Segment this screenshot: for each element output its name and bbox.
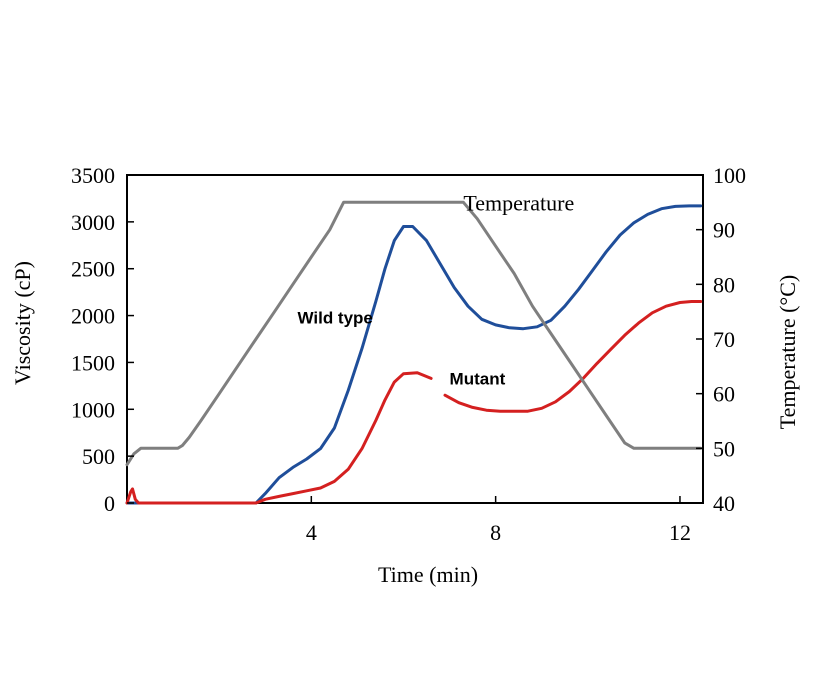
y-right-tick-label: 70 [713, 327, 735, 352]
x-tick-label: 8 [490, 520, 501, 545]
series-layer [125, 200, 703, 505]
y-left-tick-label: 2500 [71, 257, 115, 282]
temperature-line [125, 200, 703, 467]
y-left-tick-label: 0 [104, 491, 115, 516]
y-right-axis-label: Temperature (°C) [775, 275, 800, 429]
x-tick-label: 12 [669, 520, 691, 545]
y-left-axis-label: Viscosity (cP) [10, 261, 35, 385]
x-axis-label: Time (min) [378, 562, 478, 587]
y-right-tick-label: 100 [713, 163, 746, 188]
axes-layer: 0 500 1000 1500 2000 2500 3000 3500 40 50 60 70 80 90… [71, 163, 746, 545]
y-right-tick-label: 50 [713, 436, 735, 461]
y-left-tick-label: 1000 [71, 397, 115, 422]
y-left-tick-label: 1500 [71, 350, 115, 375]
y-left-tick-label: 2000 [71, 304, 115, 329]
temperature-series-label: Temperature [463, 190, 574, 215]
x-tick-label: 4 [306, 520, 317, 545]
wild-type-series-label: Wild type [297, 309, 372, 328]
wild-type-line [125, 204, 703, 505]
plot-frame [126, 174, 704, 504]
mutant-line-segment-2 [443, 300, 703, 413]
y-right-tick-label: 60 [713, 382, 735, 407]
mutant-line [125, 371, 433, 505]
y-right-tick-label: 40 [713, 491, 735, 516]
y-right-tick-label: 90 [713, 218, 735, 243]
y-left-tick-label: 500 [82, 444, 115, 469]
y-left-tick-label: 3500 [71, 163, 115, 188]
mutant-series-label: Mutant [450, 369, 506, 388]
labels-layer: Wild type Mutant Temperature [297, 190, 574, 388]
y-left-tick-label: 3000 [71, 210, 115, 235]
y-right-tick-label: 80 [713, 272, 735, 297]
